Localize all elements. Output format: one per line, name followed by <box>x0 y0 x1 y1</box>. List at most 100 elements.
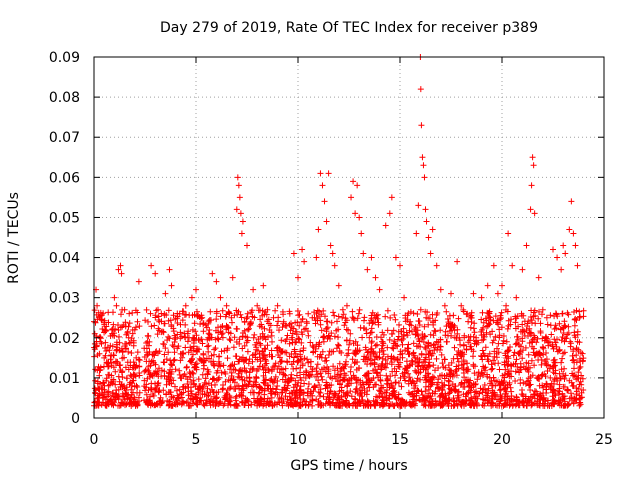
data-point <box>166 266 173 273</box>
data-point <box>535 274 542 281</box>
data-point <box>490 262 497 269</box>
data-point <box>572 242 579 249</box>
x-tick-label: 0 <box>90 432 99 448</box>
data-point <box>418 122 425 129</box>
data-point <box>419 154 426 161</box>
data-point <box>125 334 132 341</box>
data-point <box>422 206 429 213</box>
data-point <box>115 266 122 273</box>
data-point <box>148 262 155 269</box>
y-tick-label: 0.03 <box>49 291 80 307</box>
data-point <box>118 270 125 277</box>
data-point <box>244 242 250 249</box>
data-point <box>327 242 334 249</box>
data-point <box>566 226 573 233</box>
data-point <box>113 302 120 309</box>
axis-ticks: 0 5 10 15 20 25 0 0.01 0.02 0.03 0.04 0.05 0.06 0.07 0… <box>49 50 613 448</box>
data-point <box>382 222 389 229</box>
data-point <box>335 282 342 289</box>
data-point <box>528 182 535 189</box>
y-tick-label: 0.04 <box>49 251 80 267</box>
data-point <box>299 246 306 253</box>
plot-frame <box>93 56 605 419</box>
y-tick-label: 0.08 <box>49 90 80 106</box>
data-point <box>530 162 537 169</box>
data-point <box>392 254 399 261</box>
data-point <box>523 242 530 249</box>
data-point <box>441 302 448 309</box>
data-point <box>121 306 128 313</box>
y-tick-label: 0.06 <box>49 170 80 186</box>
data-point <box>360 250 367 257</box>
data-point <box>182 302 189 309</box>
data-point <box>386 210 393 217</box>
data-point <box>343 302 350 309</box>
data-point <box>319 182 326 189</box>
data-point <box>484 282 491 289</box>
data-point <box>213 278 220 285</box>
data-point <box>425 234 432 241</box>
y-tick-label: 0.09 <box>49 50 80 66</box>
data-point <box>193 286 199 293</box>
data-point <box>470 290 477 297</box>
data-point <box>234 174 241 181</box>
data-point <box>529 154 536 161</box>
data-point <box>413 230 420 237</box>
data-point <box>454 258 461 265</box>
x-tick-label: 25 <box>595 432 613 448</box>
data-point <box>350 178 357 185</box>
data-point <box>401 294 408 301</box>
x-tick-label: 20 <box>493 432 511 448</box>
y-tick-label: 0.05 <box>49 210 80 226</box>
x-tick-label: 5 <box>192 432 201 448</box>
data-point <box>458 302 465 309</box>
data-point <box>111 294 118 301</box>
data-point <box>427 250 434 257</box>
data-point <box>433 262 440 269</box>
data-point <box>407 318 414 325</box>
data-point <box>254 302 261 309</box>
data-point <box>478 294 485 301</box>
data-point <box>162 290 169 297</box>
data-point <box>168 282 175 289</box>
data-point <box>156 318 163 325</box>
data-point <box>229 274 236 281</box>
data-point <box>323 218 330 225</box>
data-point <box>223 302 230 309</box>
data-point <box>250 286 257 293</box>
data-point <box>97 338 104 345</box>
data-point <box>209 270 216 277</box>
data-point <box>270 314 277 321</box>
data-point <box>188 294 195 301</box>
data-point <box>94 302 101 309</box>
data-point <box>368 254 375 261</box>
data-point <box>574 262 581 269</box>
x-tick-label: 15 <box>391 432 409 448</box>
data-point <box>135 278 142 285</box>
y-tick-label: 0.01 <box>49 371 80 387</box>
data-point <box>437 286 444 293</box>
data-point <box>315 226 322 233</box>
data-point <box>554 254 561 261</box>
data-points <box>93 54 583 373</box>
data-point <box>237 210 244 217</box>
data-point <box>356 214 363 221</box>
data-point <box>235 182 242 189</box>
data-point <box>576 314 583 321</box>
data-point <box>421 174 428 181</box>
data-point <box>397 262 403 269</box>
data-point <box>562 250 569 257</box>
data-point <box>420 162 427 169</box>
data-point <box>560 242 567 249</box>
data-point <box>352 210 359 217</box>
data-point <box>570 230 577 237</box>
data-point <box>117 262 124 269</box>
data-point <box>305 310 312 317</box>
data-point <box>376 286 383 293</box>
data-point <box>358 230 365 237</box>
x-tick-label: 10 <box>289 432 307 448</box>
y-tick-label: 0 <box>71 411 80 427</box>
data-point <box>505 230 512 237</box>
data-point <box>558 266 565 273</box>
